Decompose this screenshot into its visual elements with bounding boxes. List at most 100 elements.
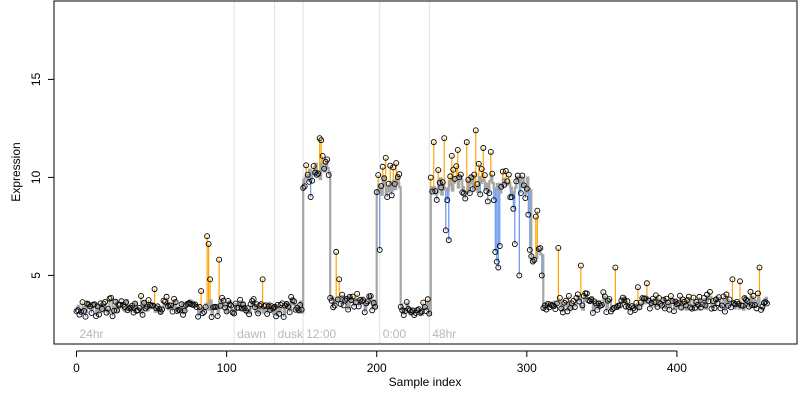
data-point [621, 297, 628, 304]
data-point [699, 301, 706, 308]
x-axis-label: Sample index [389, 375, 462, 389]
data-point [160, 297, 167, 304]
y-tick-label: 5 [29, 272, 43, 279]
data-point [562, 297, 569, 304]
data-point [325, 172, 332, 179]
data-point [289, 297, 296, 304]
data-point [193, 304, 200, 311]
data-point [237, 296, 244, 303]
data-point [469, 186, 476, 193]
data-point [229, 309, 236, 316]
data-point [342, 297, 349, 304]
data-point [519, 172, 526, 179]
x-tick-label: 200 [367, 361, 387, 375]
data-point [319, 153, 326, 159]
data-point [722, 308, 728, 315]
data-point [570, 297, 577, 304]
data-point [324, 156, 331, 163]
data-point [417, 309, 424, 316]
x-tick-label: 0 [73, 361, 80, 375]
data-point [223, 308, 230, 315]
data-point [288, 294, 295, 300]
data-point [247, 301, 254, 308]
data-point [630, 305, 637, 312]
data-point [634, 284, 641, 291]
data-point [553, 300, 560, 307]
data-point [706, 288, 713, 295]
data-point [523, 185, 530, 192]
x-tick-label: 400 [667, 361, 687, 375]
data-point [306, 178, 313, 185]
data-point [511, 241, 518, 247]
data-point [574, 291, 581, 298]
data-point [618, 297, 625, 304]
data-point [142, 305, 149, 312]
data-point [385, 180, 392, 187]
data-point [480, 145, 487, 151]
data-point [758, 306, 764, 313]
data-point [298, 306, 305, 313]
data-point [337, 301, 344, 307]
data-point [430, 139, 437, 146]
data-point [700, 294, 707, 301]
data-point [681, 298, 688, 305]
data-point [520, 182, 527, 189]
data-point [729, 276, 736, 283]
data-point [463, 139, 470, 146]
data-point [714, 300, 721, 307]
data-point [687, 304, 694, 311]
data-point [381, 175, 388, 182]
data-point [309, 177, 316, 184]
data-point [426, 310, 433, 317]
y-tick-label: 15 [29, 72, 43, 86]
data-point [108, 294, 114, 301]
data-point [676, 292, 683, 299]
data-point [429, 188, 436, 195]
data-point [450, 166, 457, 173]
data-point [447, 173, 454, 180]
data-point [369, 307, 376, 314]
data-point [364, 298, 371, 305]
data-point [130, 309, 137, 316]
data-point [649, 295, 656, 302]
data-point [558, 305, 565, 312]
data-point [82, 313, 89, 320]
data-point [181, 307, 188, 314]
data-point [678, 304, 685, 311]
data-point [462, 195, 469, 202]
data-point [270, 305, 277, 312]
data-point [646, 305, 653, 312]
data-point [691, 304, 698, 311]
data-point [466, 190, 473, 197]
data-point [301, 183, 308, 190]
data-point [441, 135, 448, 142]
data-point [259, 276, 266, 283]
data-point [492, 248, 499, 255]
data-point [111, 307, 117, 314]
data-point [624, 298, 631, 305]
data-point [418, 308, 425, 315]
data-point [651, 299, 658, 306]
data-point [583, 290, 590, 297]
x-axis: 0 100 200 300 400 [73, 350, 687, 375]
data-point [601, 293, 608, 300]
data-point [349, 293, 356, 300]
data-point [76, 311, 83, 318]
data-point [139, 311, 146, 318]
data-point [394, 174, 401, 181]
data-point [291, 298, 298, 305]
data-point [313, 171, 320, 178]
data-point [403, 299, 410, 305]
y-axis: 5 10 15 [29, 72, 55, 279]
data-point [589, 309, 596, 316]
data-point [658, 302, 665, 309]
data-point [88, 310, 95, 316]
data-point [379, 163, 386, 170]
data-point [153, 305, 160, 312]
data-point [504, 178, 511, 185]
data-point [517, 190, 524, 197]
data-point [432, 188, 439, 195]
data-point [612, 264, 619, 271]
data-point [439, 179, 446, 186]
data-point [246, 311, 253, 318]
